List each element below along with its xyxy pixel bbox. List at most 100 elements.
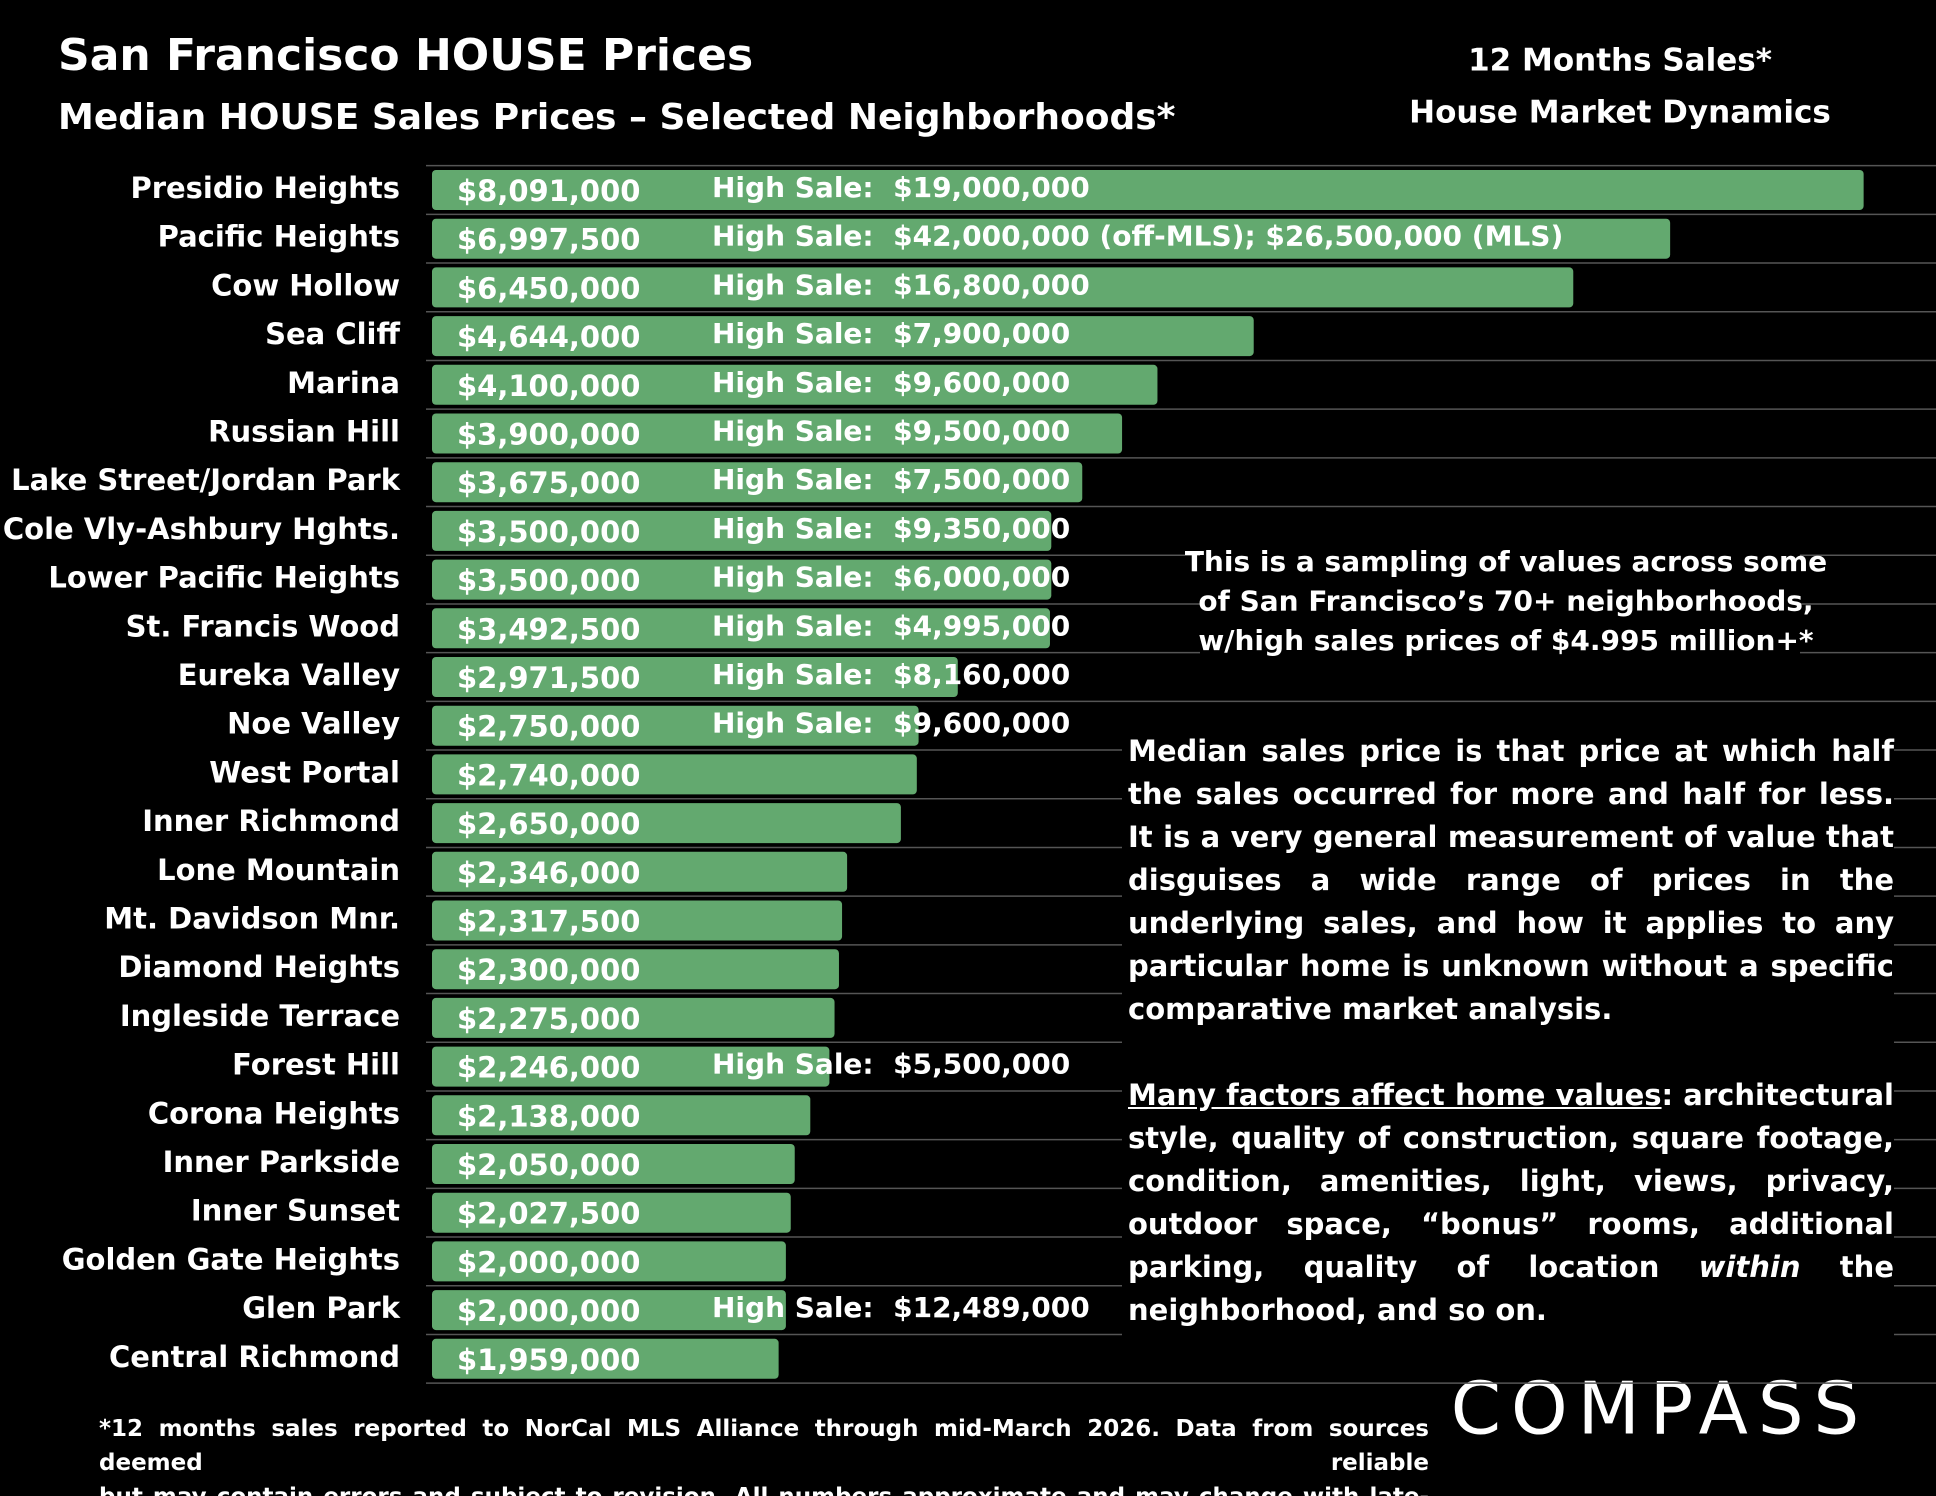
category-label: Central Richmond	[109, 1340, 400, 1374]
bar	[432, 1241, 786, 1282]
value-label: $3,500,000	[457, 515, 640, 549]
value-label: $3,492,500	[457, 612, 640, 646]
high-sale-label: High Sale: $6,000,000	[712, 561, 1070, 594]
category-label: Sea Cliff	[265, 317, 400, 351]
value-label: $2,000,000	[457, 1294, 640, 1328]
category-label: Ingleside Terrace	[120, 999, 400, 1033]
value-label: $2,971,500	[457, 661, 640, 695]
factors-text: Many factors affect home values: archite…	[1128, 1074, 1894, 1332]
chart-title: San Francisco HOUSE Prices	[58, 30, 753, 81]
bar	[432, 1290, 786, 1331]
value-label: $4,644,000	[457, 320, 640, 354]
value-label: $2,000,000	[457, 1245, 640, 1279]
factors-heading: Many factors affect home values	[1128, 1078, 1662, 1112]
high-sale-label: High Sale: $19,000,000	[712, 171, 1090, 204]
bar	[432, 413, 1123, 454]
bar	[432, 997, 835, 1038]
value-label: $2,346,000	[457, 856, 640, 890]
plot: Presidio Heights $8,091,000 High Sale: $19…	[3, 164, 1936, 1384]
high-sale-label: High Sale: $8,160,000	[712, 658, 1070, 691]
bar	[432, 1046, 830, 1087]
value-label: $8,091,000	[457, 174, 640, 208]
header-right: 12 Months Sales*	[1468, 43, 1772, 79]
bar	[432, 364, 1158, 405]
value-label: $1,959,000	[457, 1343, 640, 1377]
bar	[432, 949, 839, 990]
high-sale-label: High Sale: $9,500,000	[712, 415, 1070, 448]
value-label: $6,997,500	[457, 223, 640, 257]
note-line: This is a sampling of values across some	[1185, 545, 1827, 578]
bar	[432, 657, 958, 697]
high-sale-label: High Sale: $12,489,000	[712, 1291, 1090, 1324]
category-label: Inner Parkside	[163, 1145, 400, 1179]
bar	[432, 510, 1052, 551]
note-line: of San Francisco’s 70+ neighborhoods,	[1198, 585, 1813, 618]
category-label: Marina	[287, 366, 400, 400]
category-label: Cow Hollow	[211, 268, 400, 302]
value-label: $6,450,000	[457, 271, 640, 305]
value-label: $3,500,000	[457, 564, 640, 598]
high-sale-label: High Sale: $4,995,000	[712, 609, 1070, 642]
high-sale-label: High Sale: $7,500,000	[712, 463, 1070, 496]
bar	[432, 754, 917, 795]
factors-body: the neighborhood, and so on.	[1128, 1250, 1894, 1327]
high-sale-label: High Sale: $9,350,000	[712, 512, 1070, 545]
value-label: $3,900,000	[457, 418, 640, 452]
category-label: Presidio Heights	[130, 171, 400, 205]
value-label: $3,675,000	[457, 466, 640, 500]
bar	[432, 803, 901, 844]
note-backdrop	[1200, 538, 1800, 662]
high-sale-label: High Sale: $16,800,000	[712, 268, 1090, 301]
category-label: Lone Mountain	[157, 853, 400, 887]
value-label: $2,050,000	[457, 1148, 640, 1182]
bar	[432, 1338, 779, 1379]
category-label: Inner Richmond	[142, 804, 400, 838]
category-label: Russian Hill	[208, 415, 400, 449]
value-label: $2,246,000	[457, 1051, 640, 1085]
description-text: Median sales price is that price at whic…	[1128, 734, 1894, 1026]
chart-subtitle: Median HOUSE Sales Prices – Selected Nei…	[58, 97, 1176, 138]
value-label: $2,740,000	[457, 758, 640, 792]
bar	[432, 608, 1050, 649]
value-label: $4,100,000	[457, 369, 640, 403]
category-label: Pacific Heights	[158, 220, 400, 254]
bar	[432, 462, 1083, 503]
category-label: Lake Street/Jordan Park	[11, 463, 401, 497]
footnote-line: but may contain errors and subject to re…	[99, 1480, 1429, 1496]
high-sale-label: High Sale: $9,600,000	[712, 707, 1070, 740]
value-label: $2,027,500	[457, 1197, 640, 1231]
category-label: Eureka Valley	[178, 658, 400, 692]
value-label: $2,138,000	[457, 1099, 640, 1133]
category-label: Forest Hill	[232, 1048, 400, 1082]
value-label: $2,650,000	[457, 807, 640, 841]
bar	[432, 1192, 791, 1233]
value-label: $2,317,500	[457, 905, 640, 939]
category-label: Mt. Davidson Mnr.	[104, 902, 400, 936]
value-label: $2,275,000	[457, 1002, 640, 1036]
high-sale-label: High Sale: $42,000,000 (off-MLS); $26,50…	[712, 220, 1563, 253]
category-label: Golden Gate Heights	[62, 1242, 400, 1276]
high-sale-label: High Sale: $7,900,000	[712, 317, 1070, 350]
factors-emphasis: within	[1698, 1250, 1801, 1284]
bar	[432, 267, 1574, 308]
description: Median sales price is that price at whic…	[1122, 730, 1894, 1375]
category-label: Noe Valley	[227, 707, 400, 741]
factors-body: : architectural style, quality of constr…	[1128, 1078, 1894, 1284]
bar	[432, 851, 848, 892]
bar	[432, 316, 1254, 357]
category-label: Diamond Heights	[118, 950, 400, 984]
bar	[432, 705, 919, 746]
high-sale-label: High Sale: $9,600,000	[712, 366, 1070, 399]
note-line: w/high sales prices of $4.995 million+*	[1198, 624, 1814, 657]
category-label: Inner Sunset	[191, 1194, 400, 1228]
value-label: $2,300,000	[457, 953, 640, 987]
category-label: West Portal	[209, 755, 400, 789]
bar	[432, 218, 1671, 259]
high-sale-label: High Sale: $5,500,000	[712, 1048, 1070, 1081]
bar	[432, 1095, 811, 1136]
footnote: *12 months sales reported to NorCal MLS …	[99, 1412, 1429, 1496]
category-label: Cole Vly-Ashbury Hghts.	[3, 512, 400, 546]
category-label: Lower Pacific Heights	[48, 561, 400, 595]
